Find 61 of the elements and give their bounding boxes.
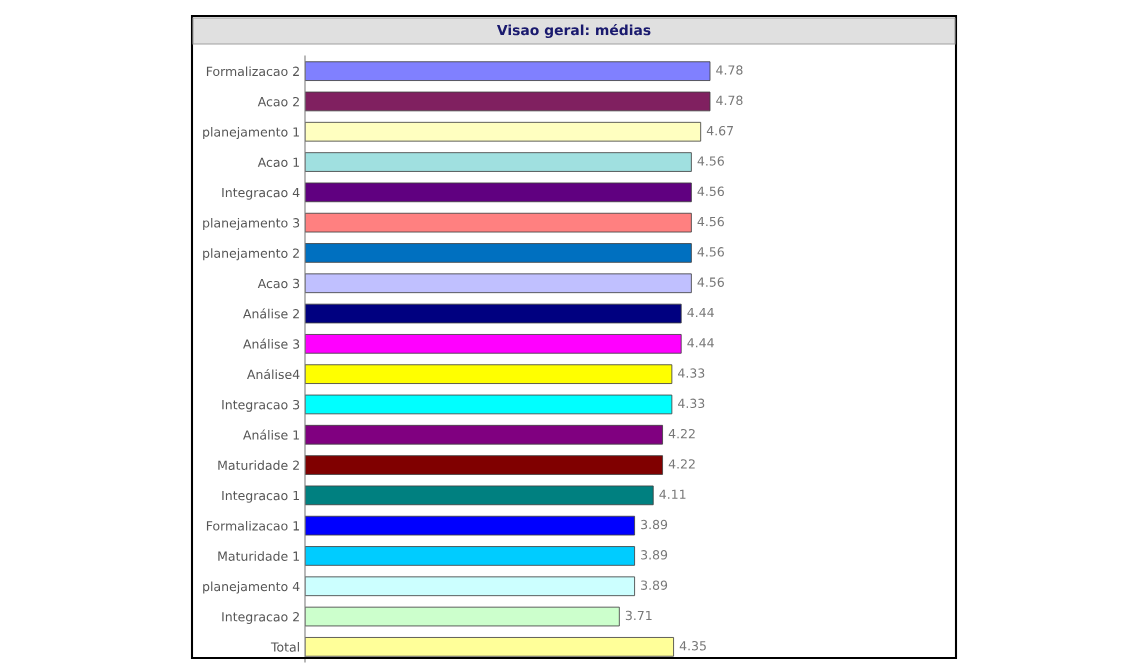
data-label: 4.22 (668, 459, 695, 469)
data-label: 4.78 (716, 95, 743, 106)
bar (305, 424, 663, 445)
y-tick-label: Análise 1 (243, 429, 299, 440)
data-label: 4.11 (659, 489, 686, 499)
data-label: 4.67 (706, 125, 733, 136)
bar (305, 546, 636, 566)
data-label: 4.35 (679, 641, 706, 651)
data-label: 4.22 (668, 428, 695, 439)
chart-title: Visao geral: médias (496, 23, 651, 39)
data-label: 3.89 (641, 580, 668, 590)
bar (305, 515, 636, 536)
y-tick-label: Acao 3 (257, 278, 300, 289)
y-tick-label: Maturidade 2 (218, 460, 299, 470)
y-tick-label: Acao 1 (257, 157, 299, 167)
y-tick-label: Análise4 (247, 368, 300, 380)
bar (305, 576, 636, 597)
y-tick-label: Formalizacao 1 (206, 520, 299, 531)
data-label: 3.89 (641, 519, 668, 530)
data-label: 4.56 (697, 277, 724, 287)
y-tick-label: Análise 2 (243, 308, 299, 319)
y-tick-label: Integracao 4 (222, 187, 300, 200)
data-label: 4.44 (687, 338, 714, 348)
data-label: 4.56 (697, 216, 724, 227)
bar (305, 334, 682, 354)
data-label: 4.56 (697, 247, 724, 257)
y-tick-label: Formalizacao 2 (206, 66, 299, 77)
y-tick-label: planejamento 4 (203, 581, 300, 594)
y-tick-label: Acao 2 (257, 96, 299, 107)
y-tick-label: planejamento 2 (203, 248, 299, 261)
bar (305, 121, 702, 142)
data-label: 4.78 (716, 65, 743, 75)
data-label: 4.56 (697, 156, 724, 166)
bar (305, 273, 692, 294)
data-label: 4.33 (678, 368, 705, 378)
data-label: 4.33 (678, 398, 705, 409)
y-tick-label: Integracao 3 (222, 399, 300, 412)
y-tick-label: Integracao 2 (222, 612, 299, 624)
y-tick-label: planejamento 1 (203, 127, 299, 140)
bar (305, 212, 692, 233)
bar (305, 637, 674, 657)
y-tick-label: Integracao 1 (222, 490, 299, 503)
data-label: 4.44 (687, 307, 714, 317)
y-tick-label: planejamento 3 (203, 217, 300, 230)
y-tick-label: Total (270, 642, 299, 652)
bar (305, 182, 692, 203)
bar (305, 485, 654, 506)
data-label: 4.56 (697, 186, 724, 196)
data-label: 3.89 (641, 550, 668, 560)
bar (305, 303, 682, 324)
bar (305, 606, 620, 627)
bar (305, 455, 663, 475)
y-tick-label: Análise 3 (243, 338, 300, 349)
bar (305, 364, 673, 384)
bar (305, 61, 711, 81)
bar (305, 91, 711, 112)
bar (305, 152, 692, 172)
bar (305, 243, 692, 263)
data-label: 3.71 (625, 610, 652, 621)
bar (305, 394, 673, 415)
y-tick-label: Maturidade 1 (218, 551, 299, 561)
